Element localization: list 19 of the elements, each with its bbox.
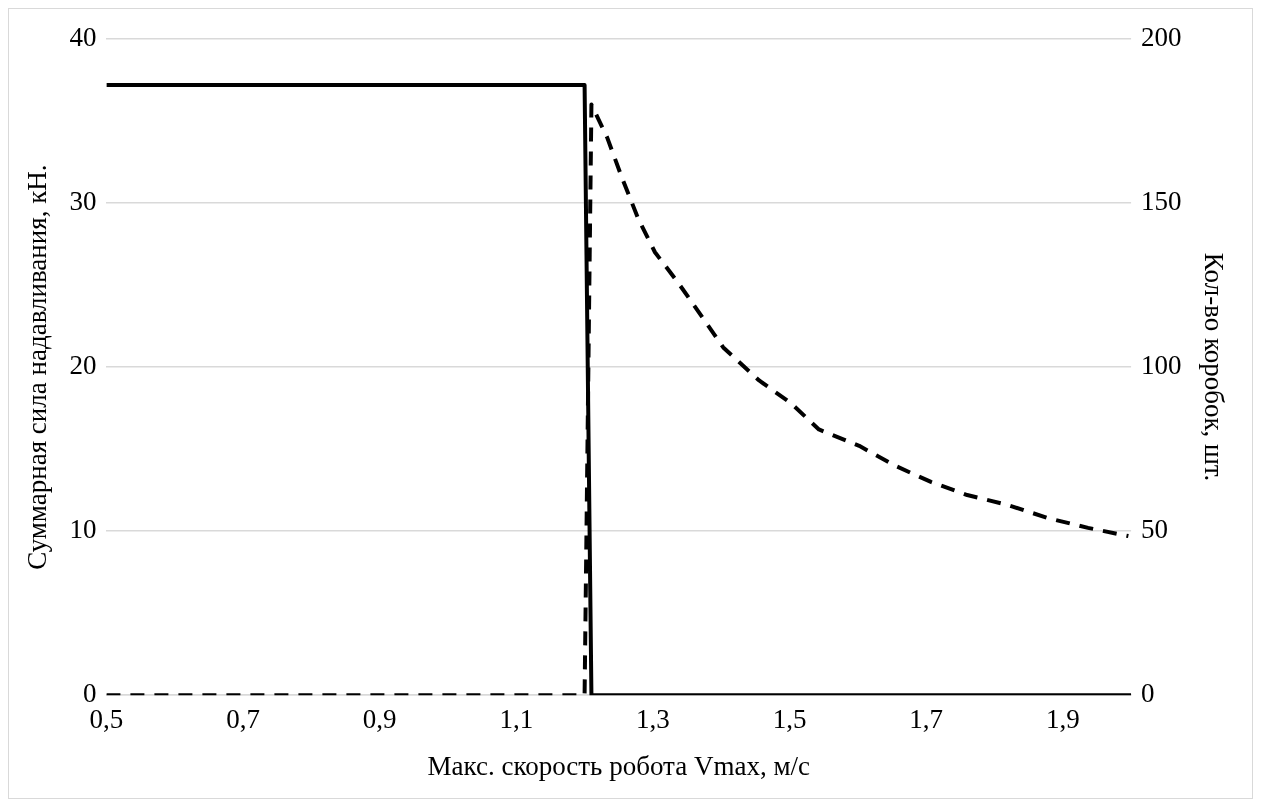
x-axis-title: Макс. скорость робота Vmax, м/с <box>427 750 810 781</box>
y2-tick-label: 50 <box>1141 514 1169 545</box>
x-tick-label: 1,5 <box>772 704 807 735</box>
y2-axis-title: Кол-во коробок, шт. <box>1198 252 1229 482</box>
y2-tick-label: 100 <box>1141 350 1182 381</box>
y-tick-label: 10 <box>69 514 97 545</box>
y2-tick-label: 200 <box>1141 22 1182 53</box>
x-tick-label: 0,7 <box>226 704 260 735</box>
x-tick-label: 0,9 <box>362 704 397 735</box>
y-axis-title: Суммарная сила надавливания, кН. <box>22 164 53 570</box>
y-tick-label: 20 <box>69 350 97 381</box>
y2-tick-label: 0 <box>1141 678 1155 709</box>
x-tick-label: 1,3 <box>636 704 670 735</box>
y-tick-label: 40 <box>69 22 97 53</box>
x-tick-label: 1,9 <box>1045 704 1080 735</box>
x-tick-label: 1,1 <box>499 704 534 735</box>
y2-tick-label: 150 <box>1141 186 1182 217</box>
x-tick-label: 1,7 <box>909 704 944 735</box>
y-tick-label: 30 <box>69 186 97 217</box>
